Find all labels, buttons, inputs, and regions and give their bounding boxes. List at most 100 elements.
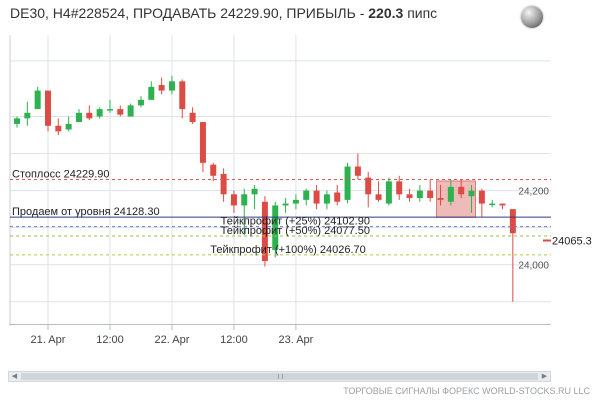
candle-body <box>272 205 279 250</box>
candle <box>406 188 413 202</box>
candle-body <box>313 190 320 204</box>
chart-title: DE30, H4#228524, ПРОДАВАТЬ 24229.90, ПРИ… <box>10 5 437 21</box>
y-tick-label: 24,200 <box>518 187 549 198</box>
candle <box>385 177 392 206</box>
scrollbar-grip-icon <box>277 374 283 379</box>
candle-body <box>447 186 454 202</box>
candle <box>24 101 31 126</box>
candle <box>468 185 475 213</box>
candle-body <box>137 99 144 106</box>
title-prefix: DE30, H4#228524, ПРОДАВАТЬ 24229.90, ПРИ… <box>10 5 369 21</box>
candlestick-chart: 21. Apr 12:00 22. Apr 12:00 23. Apr Стоплосс … <box>9 35 592 346</box>
candle <box>354 153 361 180</box>
candle <box>65 116 72 132</box>
candle-body <box>220 173 227 195</box>
candle <box>127 103 134 117</box>
candle <box>303 188 310 206</box>
candle <box>458 179 465 199</box>
candle-body <box>34 90 41 110</box>
scroll-right-arrow-icon[interactable]: ▶ <box>541 373 548 380</box>
candle <box>210 162 217 182</box>
y-tick-label: 24,000 <box>518 261 549 272</box>
candle-body <box>241 194 248 206</box>
candle <box>179 79 186 119</box>
candle-body <box>396 181 403 195</box>
globe-icon[interactable] <box>521 6 543 28</box>
candle-body <box>75 112 82 123</box>
candle-body <box>14 118 20 124</box>
candle-body <box>189 112 196 123</box>
candle <box>282 198 289 213</box>
candle <box>34 86 41 110</box>
candle <box>447 179 454 206</box>
candle-body <box>437 198 444 200</box>
candle-body <box>158 85 165 91</box>
entry-label: Продаем от уровня 24128.30 <box>12 206 160 218</box>
candle <box>158 77 165 95</box>
candle-body <box>292 199 299 204</box>
candle-body <box>344 166 351 200</box>
stop-loss-label: Стоплосс 24229.90 <box>12 169 110 181</box>
takeprofit-25-label: Тейкпрофит (+25%) 24102.90 <box>221 216 370 228</box>
candle <box>96 107 103 119</box>
candle <box>478 188 485 217</box>
candle <box>509 209 516 302</box>
candle <box>251 185 258 210</box>
scrollbar-thumb[interactable] <box>21 373 538 380</box>
candle <box>375 181 382 202</box>
candle-body <box>148 86 155 100</box>
candle-body <box>127 105 134 117</box>
profit-unit: пипс <box>403 5 438 21</box>
candle <box>86 105 93 121</box>
candle <box>416 185 423 202</box>
candle-body <box>458 186 465 195</box>
candle <box>313 185 320 210</box>
candle <box>148 81 155 100</box>
candle <box>241 188 248 236</box>
candle-body <box>55 125 62 132</box>
candle-body <box>117 109 124 115</box>
candle-body <box>303 190 310 200</box>
candle-body <box>106 109 113 111</box>
candle <box>75 109 82 123</box>
candle <box>292 194 299 210</box>
candle-body <box>334 192 341 202</box>
candle <box>323 190 330 210</box>
candle-body <box>427 190 434 199</box>
candle <box>365 172 372 208</box>
candle-body <box>478 190 485 204</box>
candle <box>168 75 175 95</box>
candle-body <box>375 194 382 200</box>
chart-scrollbar[interactable]: ◀ ▶ <box>8 371 551 382</box>
candle-body <box>416 190 423 199</box>
candle <box>220 168 227 202</box>
candle-body <box>509 209 516 234</box>
scroll-left-arrow-icon[interactable]: ◀ <box>11 373 18 380</box>
candle <box>189 107 196 124</box>
candle-body <box>65 123 72 130</box>
candle-body <box>199 122 206 163</box>
candle <box>334 185 341 206</box>
candle-body <box>210 164 217 176</box>
candle <box>427 179 434 202</box>
x-tick-label: 21. Apr <box>31 334 66 346</box>
candle-body <box>251 188 258 195</box>
takeprofit-50-label: Тейкпрофит (+50%) 24077.50 <box>221 225 370 237</box>
candle <box>199 122 206 173</box>
candle-body <box>230 194 237 206</box>
candle-body <box>354 166 361 176</box>
candle <box>137 96 144 108</box>
candle-body <box>179 81 186 110</box>
candle-body <box>261 201 268 262</box>
x-tick-label: 23. Apr <box>278 334 313 346</box>
watermark: ТОРГОВЫЕ СИГНАЛЫ ФОРЕКС WORLD-STOCKS.RU … <box>343 386 590 396</box>
candle <box>106 99 113 113</box>
candle <box>499 203 506 210</box>
candle <box>489 199 496 208</box>
x-tick-label: 12:00 <box>96 334 124 346</box>
candle-body <box>323 194 330 204</box>
candle <box>272 201 279 258</box>
candle-body <box>282 203 289 206</box>
candle-body <box>86 112 93 119</box>
profit-value: 220.3 <box>368 5 404 21</box>
